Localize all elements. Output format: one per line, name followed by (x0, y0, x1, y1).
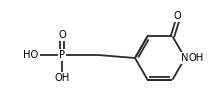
Text: O: O (174, 11, 181, 21)
Text: N: N (181, 53, 189, 63)
Text: OH: OH (54, 73, 70, 83)
Text: P: P (59, 50, 65, 60)
Text: OH: OH (189, 53, 204, 63)
Text: O: O (58, 30, 66, 40)
Text: HO: HO (23, 50, 38, 60)
